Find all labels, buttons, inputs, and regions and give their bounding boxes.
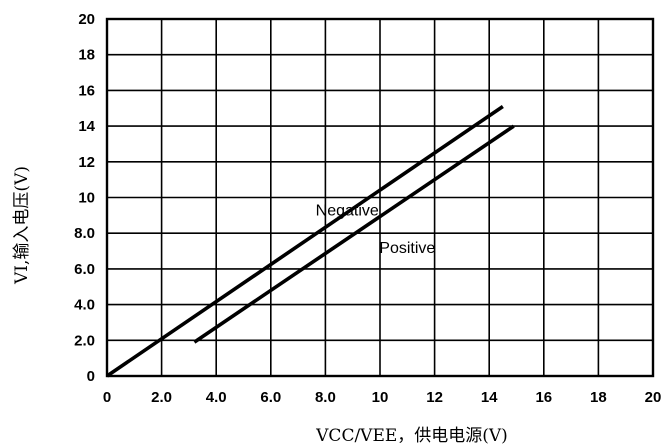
y-tick-label: 2.0 bbox=[74, 332, 95, 349]
x-tick-label: 14 bbox=[481, 389, 498, 406]
x-tick-label: 12 bbox=[426, 389, 443, 406]
x-tick-label: 18 bbox=[590, 389, 607, 406]
series-line-positive bbox=[194, 126, 513, 342]
y-tick-label: 4.0 bbox=[74, 297, 95, 314]
y-tick-label: 8.0 bbox=[74, 225, 95, 242]
x-tick-label: 0 bbox=[103, 389, 111, 406]
y-tick-label: 0 bbox=[87, 368, 95, 385]
y-tick-label: 12 bbox=[78, 154, 95, 171]
x-axis-title: VCC/VEE，供电电源(V) bbox=[315, 426, 508, 446]
x-tick-label: 4.0 bbox=[206, 389, 227, 406]
x-tick-label: 6.0 bbox=[260, 389, 281, 406]
y-axis-title: VI,输入电压(V) bbox=[12, 166, 32, 285]
series-line-negative bbox=[107, 106, 503, 376]
y-tick-label: 20 bbox=[78, 11, 95, 28]
y-tick-label: 18 bbox=[78, 47, 95, 64]
series-lines bbox=[107, 106, 514, 376]
series-label-positive: Positive bbox=[379, 240, 435, 257]
y-tick-label: 6.0 bbox=[74, 261, 95, 278]
x-tick-label: 20 bbox=[645, 389, 662, 406]
x-tick-label: 8.0 bbox=[315, 389, 336, 406]
x-tick-label: 2.0 bbox=[151, 389, 172, 406]
series-label-negative: Negative bbox=[316, 202, 379, 219]
x-tick-label: 10 bbox=[372, 389, 389, 406]
y-tick-label: 14 bbox=[78, 118, 95, 135]
y-tick-label: 10 bbox=[78, 190, 95, 207]
y-tick-label: 16 bbox=[78, 82, 95, 99]
x-tick-label: 16 bbox=[535, 389, 552, 406]
grid bbox=[107, 19, 653, 376]
